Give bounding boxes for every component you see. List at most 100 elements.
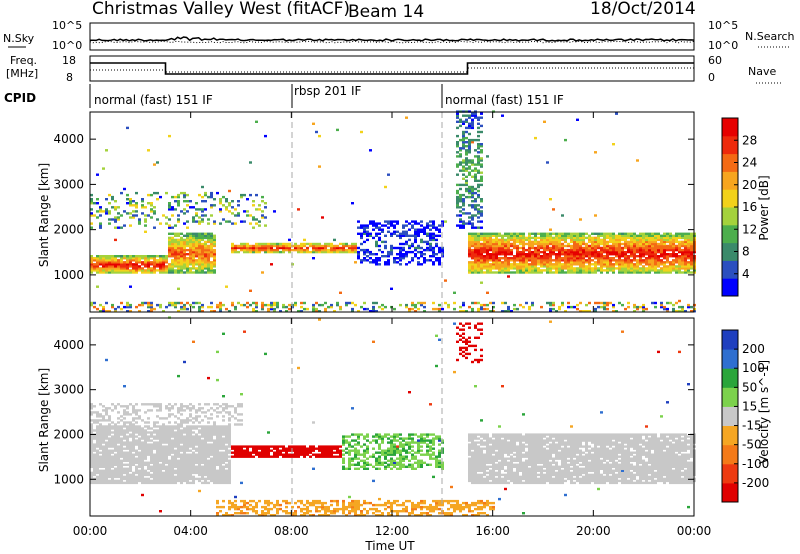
heatmap-cell [513, 236, 516, 240]
heatmap-cell [294, 445, 297, 448]
heatmap-cell [105, 263, 108, 266]
heatmap-cell [561, 263, 564, 266]
heatmap-cell [480, 175, 483, 178]
heatmap-cell [255, 250, 258, 254]
heatmap-cell [477, 195, 480, 199]
heatmap-cell [480, 255, 483, 258]
heatmap-cell [183, 212, 186, 215]
heatmap-cell [678, 259, 681, 262]
heatmap-cell [117, 427, 120, 430]
heatmap-cell [135, 269, 138, 272]
heatmap-cell [126, 305, 129, 309]
heatmap-cell [243, 244, 246, 248]
heatmap-cell [405, 255, 408, 258]
heatmap-cell [171, 238, 174, 242]
heatmap-cell [474, 257, 477, 260]
heatmap-cell [162, 481, 165, 485]
heatmap-cell [132, 479, 135, 483]
heatmap-cell [126, 255, 129, 258]
heatmap-cell [213, 451, 216, 454]
heatmap-cell [525, 257, 528, 260]
heatmap-cell [96, 463, 99, 466]
heatmap-cell [192, 417, 195, 420]
heatmap-cell [222, 475, 225, 479]
heatmap-cell [561, 257, 564, 260]
heatmap-cell [186, 445, 189, 448]
heatmap-cell [375, 259, 378, 262]
heatmap-cell [591, 246, 594, 250]
heatmap-cell [225, 208, 228, 211]
heatmap-cell [603, 248, 606, 252]
heatmap-cell [243, 449, 246, 452]
heatmap-cell [582, 257, 585, 260]
heatmap-cell [267, 445, 270, 448]
heatmap-cell [540, 232, 543, 235]
heatmap-cell [501, 250, 504, 254]
heatmap-cell [213, 238, 216, 242]
heatmap-cell [615, 112, 618, 115]
heatmap-cell [132, 471, 135, 475]
heatmap-cell [318, 303, 321, 307]
heatmap-cell [378, 232, 381, 235]
heatmap-cell [459, 118, 462, 121]
heatmap-cell [462, 145, 465, 148]
heatmap-cell [180, 255, 183, 258]
heatmap-cell [192, 240, 195, 244]
heatmap-cell [102, 437, 105, 440]
heatmap-cell [177, 238, 180, 242]
heatmap-cell [678, 250, 681, 254]
heatmap-cell [420, 228, 423, 231]
heatmap-cell [183, 473, 186, 477]
heatmap-cell [198, 473, 201, 477]
heatmap-cell [183, 265, 186, 268]
heatmap-cell [108, 417, 111, 420]
heatmap-cell [222, 425, 225, 428]
heatmap-cell [216, 505, 219, 509]
heatmap-cell [558, 234, 561, 237]
heatmap-cell [462, 122, 465, 125]
heatmap-cell [522, 240, 525, 244]
heatmap-cell [162, 479, 165, 483]
heatmap-cell [573, 244, 576, 248]
heatmap-cell [537, 236, 540, 240]
heatmap-cell [411, 257, 414, 260]
heatmap-cell [192, 439, 195, 442]
heatmap-cell [297, 499, 300, 503]
heatmap-cell [564, 271, 567, 274]
heatmap-cell [474, 255, 477, 258]
heatmap-cell [105, 449, 108, 452]
heatmap-cell [609, 267, 612, 270]
heatmap-cell [303, 238, 306, 242]
heatmap-cell [228, 425, 231, 428]
heatmap-cell [603, 263, 606, 266]
heatmap-cell [525, 253, 528, 256]
heatmap-cell [534, 136, 537, 140]
heatmap-cell [90, 471, 93, 475]
heatmap-cell [654, 263, 657, 266]
heatmap-cell [168, 218, 171, 221]
heatmap-cell [636, 263, 639, 266]
heatmap-cell [186, 232, 189, 235]
heatmap-cell [477, 310, 480, 313]
heatmap-cell [207, 417, 210, 420]
heatmap-cell [261, 248, 264, 252]
heatmap-cell [213, 453, 216, 456]
heatmap-cell [117, 465, 120, 468]
heatmap-cell [612, 240, 615, 244]
heatmap-cell [138, 220, 141, 223]
heatmap-cell [183, 469, 186, 472]
heatmap-cell [129, 303, 132, 307]
heatmap-cell [621, 263, 624, 266]
heatmap-cell [204, 471, 207, 475]
heatmap-cell [231, 455, 234, 458]
heatmap-cell [549, 248, 552, 252]
heatmap-cell [171, 473, 174, 477]
heatmap-cell [648, 242, 651, 246]
heatmap-cell [672, 244, 675, 248]
heatmap-cell [153, 421, 156, 424]
heatmap-cell [330, 244, 333, 248]
heatmap-cell [156, 433, 159, 436]
heatmap-cell [123, 475, 126, 479]
heatmap-cell [132, 429, 135, 432]
heatmap-cell [213, 431, 216, 434]
